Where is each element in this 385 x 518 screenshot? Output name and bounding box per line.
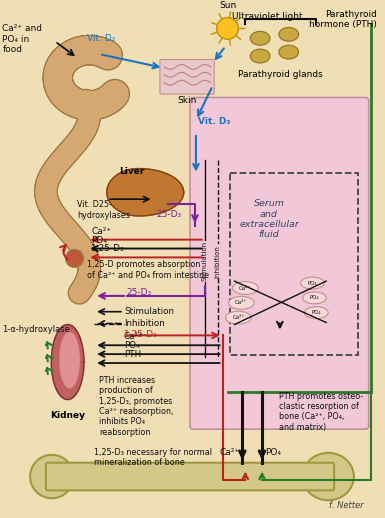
Text: 1-α-hydroxylase: 1-α-hydroxylase <box>2 325 70 334</box>
Text: Vit. D25-
hydroxylases: Vit. D25- hydroxylases <box>77 200 131 220</box>
Text: Vit. D₃: Vit. D₃ <box>198 117 230 126</box>
Text: Inhibition: Inhibition <box>215 245 221 278</box>
Text: Ca²⁺: Ca²⁺ <box>91 227 111 236</box>
Ellipse shape <box>233 282 258 294</box>
Ellipse shape <box>279 27 299 41</box>
Text: Ca²⁺: Ca²⁺ <box>232 315 244 320</box>
Text: PO₄: PO₄ <box>311 310 321 315</box>
Text: PO₄: PO₄ <box>310 295 319 300</box>
Text: 1,25-D₃: 1,25-D₃ <box>91 244 125 253</box>
FancyBboxPatch shape <box>160 60 214 94</box>
Text: Ca²⁺ and
PO₄ in
food: Ca²⁺ and PO₄ in food <box>2 24 42 54</box>
Text: 25-D₃: 25-D₃ <box>127 288 152 297</box>
Text: PTH promotes osteo-
clastic resorption of
bone (Ca²⁺, PO₄,
and matrix): PTH promotes osteo- clastic resorption o… <box>279 392 363 432</box>
Text: PO₄: PO₄ <box>124 341 139 350</box>
Ellipse shape <box>229 296 254 309</box>
Ellipse shape <box>226 311 251 324</box>
Text: Parathyroid glands: Parathyroid glands <box>238 70 323 79</box>
Text: Ca²⁺: Ca²⁺ <box>124 333 144 341</box>
Ellipse shape <box>30 455 74 498</box>
Text: Ultraviolet light: Ultraviolet light <box>232 11 302 21</box>
FancyBboxPatch shape <box>46 463 334 491</box>
FancyBboxPatch shape <box>190 97 369 429</box>
Text: Ca²⁺: Ca²⁺ <box>239 285 251 291</box>
Text: Vit. D₂: Vit. D₂ <box>87 34 116 44</box>
Text: Stimulation: Stimulation <box>202 241 208 281</box>
Polygon shape <box>60 333 79 387</box>
Text: Ca²⁺: Ca²⁺ <box>219 449 239 457</box>
Polygon shape <box>51 325 84 399</box>
Text: 1,25-D promotes absorption
of Ca²⁺ and PO₄ from intestine: 1,25-D promotes absorption of Ca²⁺ and P… <box>87 261 209 280</box>
Ellipse shape <box>279 45 299 59</box>
Ellipse shape <box>250 32 270 45</box>
Text: PO₄: PO₄ <box>91 236 107 244</box>
Text: PTH increases
production of
1,25-D₃, promotes
Ca²⁺ reabsorption,
inhibits PO₄
re: PTH increases production of 1,25-D₃, pro… <box>99 376 174 437</box>
Text: Serum
and
extracellular
fluid: Serum and extracellular fluid <box>239 199 299 239</box>
Text: 25-D₃: 25-D₃ <box>156 210 182 219</box>
Text: Liver: Liver <box>119 167 144 177</box>
Text: 1,25-D₃: 1,25-D₃ <box>124 330 157 339</box>
Text: f. Netter: f. Netter <box>329 501 364 510</box>
Ellipse shape <box>303 292 326 304</box>
Ellipse shape <box>303 453 354 500</box>
Ellipse shape <box>305 307 328 319</box>
Text: PO₄: PO₄ <box>308 281 317 285</box>
Ellipse shape <box>301 277 324 289</box>
Text: Ca²⁺: Ca²⁺ <box>235 300 248 305</box>
Text: Skin: Skin <box>177 95 197 105</box>
Text: Stimulation: Stimulation <box>124 307 174 316</box>
Text: Kidney: Kidney <box>50 411 85 421</box>
Circle shape <box>66 250 84 267</box>
Circle shape <box>217 18 238 39</box>
Polygon shape <box>107 168 184 216</box>
Ellipse shape <box>250 49 270 63</box>
Text: PO₄: PO₄ <box>265 449 281 457</box>
Text: Inhibition: Inhibition <box>124 319 165 327</box>
Text: Parathyroid
hormone (PTH): Parathyroid hormone (PTH) <box>309 10 377 29</box>
Bar <box>229 172 358 355</box>
Text: PTH: PTH <box>124 350 141 359</box>
Text: 1,25-D₃ necessary for normal
mineralization of bone: 1,25-D₃ necessary for normal mineralizat… <box>94 448 212 467</box>
Text: Sun: Sun <box>219 1 236 10</box>
